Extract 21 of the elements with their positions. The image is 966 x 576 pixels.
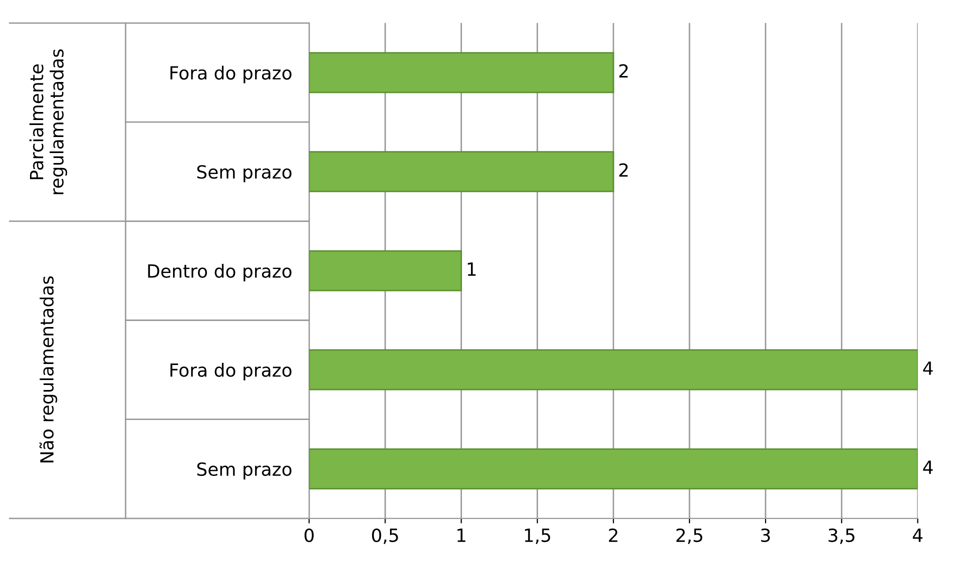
text: Parcialmente regulamentadas — [29, 49, 68, 194]
data-label: 2 — [619, 64, 628, 78]
x-tick-label: 3 — [761, 528, 770, 542]
y-tick-label: Sem prazo — [197, 165, 292, 182]
x-tick-label: 1 — [458, 528, 466, 542]
x-tick-label: 1,5 — [524, 528, 550, 544]
y-tick-label: Sem prazo — [197, 462, 292, 480]
text: Não regulamentadas — [39, 276, 58, 462]
y-tick-label: Fora do prazo — [170, 66, 292, 84]
x-tick-label: 4 — [912, 528, 922, 542]
data-label: 2 — [619, 163, 628, 177]
y-tick-label: Fora do prazo — [170, 362, 292, 380]
data-label: 4 — [923, 362, 933, 375]
x-tick-label: 2,5 — [676, 528, 702, 544]
x-tick-label: 0 — [304, 528, 314, 542]
x-tick-label: 3,5 — [828, 528, 854, 544]
x-tick-label: 2 — [608, 528, 618, 542]
data-label: 4 — [923, 460, 933, 474]
x-tick-label: 0,5 — [372, 528, 398, 544]
data-label: 1 — [468, 262, 476, 276]
y-tick-label: Dentro do prazo — [148, 264, 292, 282]
